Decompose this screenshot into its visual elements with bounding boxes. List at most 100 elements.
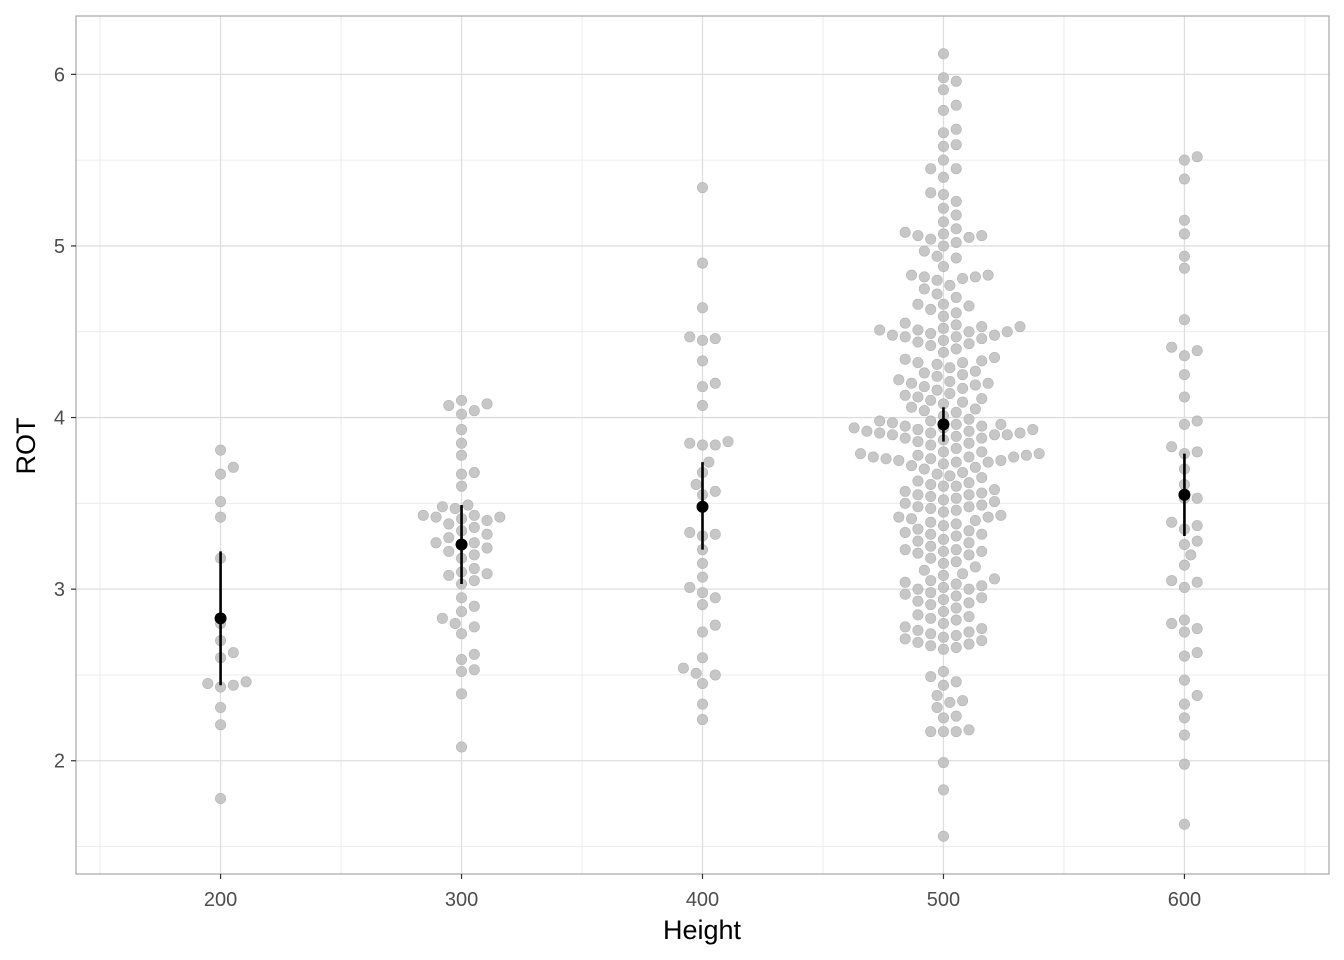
data-point	[976, 580, 988, 592]
data-point	[989, 573, 1001, 585]
data-point	[937, 756, 949, 768]
data-point	[696, 599, 708, 611]
data-point	[696, 652, 708, 664]
data-point	[912, 636, 924, 648]
data-point	[925, 640, 937, 652]
data-point	[963, 549, 975, 561]
data-point	[963, 326, 975, 338]
data-point	[709, 485, 721, 497]
data-point	[925, 415, 937, 427]
data-point	[937, 726, 949, 738]
data-point	[1178, 314, 1190, 326]
data-point	[976, 592, 988, 604]
data-point	[456, 424, 468, 436]
data-point	[950, 480, 962, 492]
data-point	[937, 631, 949, 643]
data-point	[950, 590, 962, 602]
data-point	[709, 528, 721, 540]
data-point	[468, 466, 480, 478]
y-axis-ticks: 2 3 4 5 6	[54, 64, 76, 773]
mean-point	[1178, 488, 1191, 501]
data-point	[989, 496, 1001, 508]
data-point	[957, 466, 969, 478]
data-point	[937, 171, 949, 183]
data-point	[995, 509, 1007, 521]
data-point	[925, 612, 937, 624]
data-point	[950, 544, 962, 556]
data-point	[1178, 262, 1190, 274]
data-point	[918, 381, 930, 393]
data-point	[456, 653, 468, 665]
data-point	[976, 472, 988, 484]
data-point	[696, 400, 708, 412]
data-point	[931, 384, 943, 396]
data-point	[215, 719, 227, 731]
data-point	[215, 511, 227, 523]
data-point	[899, 497, 911, 509]
x-tick-label: 600	[1168, 889, 1201, 911]
data-point	[944, 696, 956, 708]
x-tick-label: 400	[686, 889, 719, 911]
data-point	[937, 643, 949, 655]
data-point	[950, 209, 962, 221]
data-point	[1178, 391, 1190, 403]
data-point	[937, 216, 949, 228]
data-point	[925, 439, 937, 451]
data-point	[963, 638, 975, 650]
data-point	[950, 726, 962, 738]
data-point	[937, 228, 949, 240]
data-point	[1166, 341, 1178, 353]
data-point	[950, 430, 962, 442]
data-point	[1191, 535, 1203, 547]
data-point	[963, 338, 975, 350]
data-point	[969, 379, 981, 391]
data-point	[982, 511, 994, 523]
data-point	[995, 418, 1007, 430]
data-point	[696, 302, 708, 314]
data-point	[468, 549, 480, 561]
data-point	[468, 521, 480, 533]
data-point	[1178, 173, 1190, 185]
data-point	[468, 563, 480, 575]
data-point	[468, 621, 480, 633]
data-point	[456, 592, 468, 604]
data-point	[912, 336, 924, 348]
data-point	[963, 501, 975, 513]
x-tick-label: 500	[927, 889, 960, 911]
data-point	[1191, 345, 1203, 357]
data-point	[899, 576, 911, 588]
data-point	[963, 724, 975, 736]
data-point	[963, 300, 975, 312]
data-point	[918, 367, 930, 379]
data-point	[1191, 446, 1203, 458]
data-point	[1178, 228, 1190, 240]
data-point	[950, 629, 962, 641]
data-point	[963, 425, 975, 437]
data-point	[989, 484, 1001, 496]
data-point	[976, 446, 988, 458]
data-point	[937, 346, 949, 358]
data-point	[912, 424, 924, 436]
data-point	[227, 647, 239, 659]
data-point	[1033, 448, 1045, 460]
data-point	[918, 283, 930, 295]
data-point	[937, 557, 949, 569]
data-point	[982, 456, 994, 468]
data-point	[456, 468, 468, 480]
data-point	[937, 679, 949, 691]
data-point	[937, 569, 949, 581]
data-point	[912, 324, 924, 336]
data-point	[976, 545, 988, 557]
data-point	[937, 240, 949, 252]
data-point	[925, 303, 937, 315]
data-point	[1178, 559, 1190, 571]
data-point	[893, 511, 905, 523]
data-point	[950, 456, 962, 468]
data-point	[899, 633, 911, 645]
data-point	[976, 635, 988, 647]
data-point	[436, 501, 448, 513]
mean-point	[214, 612, 227, 625]
data-point	[696, 557, 708, 569]
data-point	[957, 273, 969, 285]
